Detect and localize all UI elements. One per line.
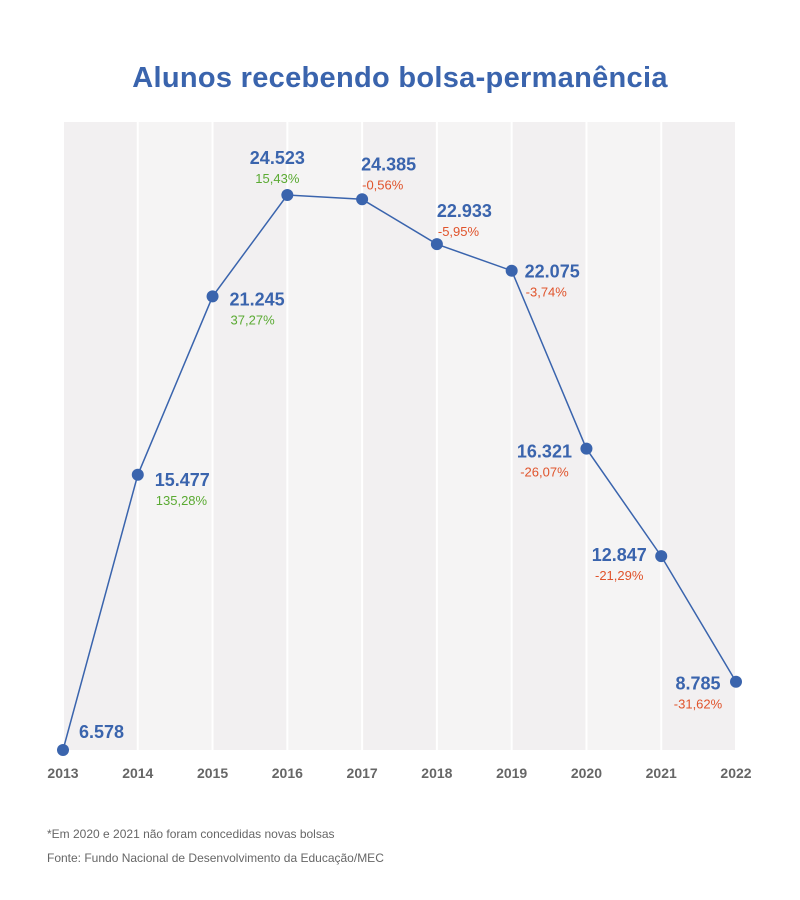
- change-label-2017: -0,56%: [362, 177, 404, 192]
- grid-lines: [62, 122, 737, 750]
- data-point-2015: [206, 290, 219, 303]
- series-polyline: [62, 194, 737, 751]
- change-label-2016: 15,43%: [255, 171, 300, 186]
- x-tick-2022: 2022: [720, 765, 751, 781]
- change-label-2015: 37,27%: [231, 312, 276, 327]
- grid-band-6: [511, 122, 587, 750]
- data-labels: 6.578 15.477 135,28% 21.245 37,27% 24.523 15,4…: [79, 148, 723, 742]
- change-label-2018: -5,95%: [438, 224, 480, 239]
- x-tick-2016: 2016: [272, 765, 303, 781]
- x-tick-2020: 2020: [571, 765, 602, 781]
- x-tick-2018: 2018: [421, 765, 452, 781]
- chart-title: Alunos recebendo bolsa-permanência: [132, 62, 668, 94]
- data-point-2020: [580, 442, 593, 455]
- data-point-2019: [505, 264, 518, 277]
- footnote: *Em 2020 e 2021 não foram concedidas nov…: [47, 827, 335, 841]
- data-points: [57, 189, 742, 756]
- x-tick-2017: 2017: [347, 765, 378, 781]
- data-point-2017: [356, 193, 369, 206]
- series-line: [62, 194, 737, 751]
- value-label-2018: 22.933: [437, 201, 492, 221]
- value-label-2020: 16.321: [517, 442, 572, 462]
- x-axis-ticks: 2013 2014 2015 2016 2017 2018 2019 2020 2021 2022: [47, 765, 751, 781]
- data-point-2014: [131, 468, 144, 481]
- value-label-2022: 8.785: [675, 674, 720, 694]
- grid-band-0: [63, 122, 138, 750]
- value-label-2013: 6.578: [79, 722, 124, 742]
- grid-band-3: [287, 122, 363, 750]
- x-tick-2019: 2019: [496, 765, 527, 781]
- value-label-2014: 15.477: [155, 470, 210, 490]
- value-label-2016: 24.523: [250, 148, 305, 168]
- grid-band-2: [212, 122, 288, 750]
- change-label-2020: -26,07%: [520, 465, 569, 480]
- change-label-2022: -31,62%: [674, 697, 723, 712]
- data-point-2013: [57, 744, 69, 756]
- data-point-2021: [655, 550, 668, 563]
- change-label-2014: 135,28%: [156, 493, 208, 508]
- source-note: Fonte: Fundo Nacional de Desenvolvimento…: [47, 851, 384, 865]
- data-point-2018: [430, 238, 443, 251]
- grid-bands: [63, 122, 736, 750]
- grid-band-1: [137, 122, 213, 750]
- x-tick-2021: 2021: [646, 765, 677, 781]
- x-tick-2015: 2015: [197, 765, 228, 781]
- grid-band-5: [436, 122, 512, 750]
- change-label-2021: -21,29%: [595, 568, 644, 583]
- x-tick-2014: 2014: [122, 765, 153, 781]
- x-tick-2013: 2013: [47, 765, 78, 781]
- change-label-2019: -3,74%: [526, 285, 568, 300]
- value-label-2017: 24.385: [361, 154, 416, 174]
- value-label-2019: 22.075: [525, 262, 580, 282]
- grid-band-4: [362, 122, 437, 750]
- data-point-2016: [281, 189, 294, 201]
- value-label-2021: 12.847: [592, 545, 647, 565]
- grid-band-8: [661, 122, 736, 750]
- grid-band-7: [586, 122, 662, 750]
- data-point-2022: [730, 675, 742, 688]
- value-label-2015: 21.245: [230, 289, 285, 309]
